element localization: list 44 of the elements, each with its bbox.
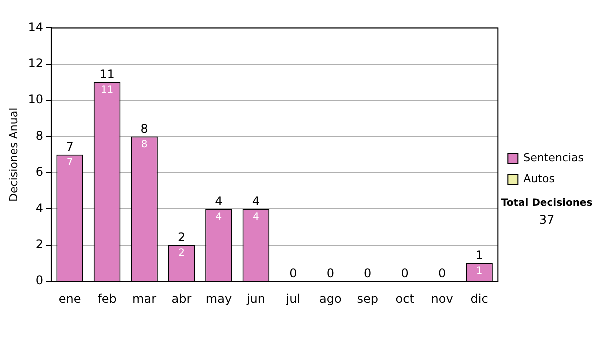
total-label: 11 bbox=[100, 68, 115, 82]
data-label: 7 bbox=[66, 157, 74, 168]
x-tick-label: jul bbox=[285, 292, 301, 306]
x-tick-label: jun bbox=[246, 292, 266, 306]
x-tick-label: dic bbox=[470, 292, 488, 306]
y-tick-label: 0 bbox=[36, 274, 44, 288]
y-tick-label: 8 bbox=[36, 128, 44, 143]
total-label: 0 bbox=[290, 266, 298, 281]
x-tick-label: nov bbox=[431, 292, 454, 306]
total-label: 2 bbox=[178, 230, 186, 245]
data-label: 2 bbox=[178, 248, 185, 259]
y-tick-label: 14 bbox=[28, 20, 44, 34]
legend-label: Autos bbox=[524, 172, 556, 186]
y-tick-label: 6 bbox=[36, 165, 44, 180]
y-tick-label: 12 bbox=[28, 56, 44, 71]
y-axis-title: Decisiones Anual bbox=[7, 108, 20, 202]
data-label: 1 bbox=[476, 266, 483, 278]
text: Total Decisiones bbox=[500, 198, 594, 209]
total-label: 0 bbox=[326, 266, 334, 281]
total-label: 4 bbox=[215, 194, 223, 208]
total-label: 0 bbox=[364, 266, 372, 281]
x-tick-label: oct bbox=[396, 292, 415, 306]
x-tick-label: mar bbox=[132, 292, 157, 306]
total-label: 8 bbox=[140, 122, 148, 136]
data-label: 11 bbox=[100, 85, 114, 96]
x-tick-label: abr bbox=[172, 292, 192, 306]
text: 37 bbox=[538, 213, 556, 227]
x-tick-label: may bbox=[206, 292, 232, 306]
data-label: 8 bbox=[141, 139, 148, 150]
total-label: 1 bbox=[476, 248, 484, 263]
total-label: 4 bbox=[252, 194, 260, 208]
x-tick-label: ene bbox=[58, 292, 82, 306]
x-tick-label: feb bbox=[98, 292, 117, 306]
x-tick-label: ago bbox=[319, 292, 342, 306]
total-label: 0 bbox=[401, 266, 409, 281]
total-label: 7 bbox=[66, 140, 74, 154]
x-tick-label: sep bbox=[357, 292, 378, 306]
total-label: 0 bbox=[438, 266, 446, 281]
y-tick-label: 4 bbox=[36, 201, 44, 216]
y-tick-label: 2 bbox=[36, 238, 44, 252]
data-label: 4 bbox=[216, 212, 222, 223]
legend-label: Sentencias bbox=[524, 151, 584, 164]
y-tick-label: 10 bbox=[28, 92, 44, 107]
data-label: 4 bbox=[253, 212, 260, 223]
